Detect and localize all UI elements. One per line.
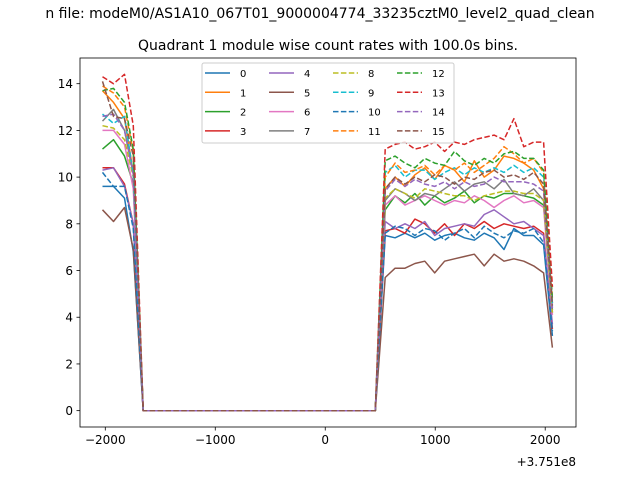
legend-label-7: 7: [304, 127, 310, 138]
legend-label-14: 14: [432, 108, 445, 119]
legend-label-10: 10: [368, 108, 381, 119]
x-tick-label: 2000: [530, 433, 561, 447]
series-line-15: [101, 81, 554, 412]
legend-label-4: 4: [304, 69, 310, 80]
y-tick-label: 8: [65, 217, 73, 231]
legend-label-2: 2: [240, 108, 246, 119]
x-tick-label: 1000: [420, 433, 451, 447]
y-tick-label: 14: [58, 77, 73, 91]
x-tick-label: −2000: [85, 433, 126, 447]
legend-label-15: 15: [432, 127, 445, 138]
y-tick-label: 0: [65, 404, 73, 418]
x-offset-label: +3.751e8: [517, 455, 576, 469]
series-line-14: [102, 113, 554, 412]
legend-label-11: 11: [368, 127, 381, 138]
legend-label-13: 13: [432, 88, 445, 99]
y-axis: 0 2 4 6 8 10 12 14: [58, 77, 80, 418]
x-axis: −2000 −1000 0 1000 2000: [85, 427, 560, 447]
series-line-11: [102, 85, 554, 412]
chart-title: Quadrant 1 module wise count rates with …: [138, 38, 518, 54]
y-tick-label: 10: [58, 171, 73, 185]
y-tick-label: 12: [58, 124, 73, 138]
legend-label-12: 12: [432, 69, 445, 80]
legend-label-1: 1: [240, 88, 246, 99]
y-tick-label: 6: [65, 264, 73, 278]
legend-label-5: 5: [304, 88, 310, 99]
legend-label-3: 3: [240, 127, 246, 138]
legend-label-8: 8: [368, 69, 374, 80]
legend-label-9: 9: [368, 88, 374, 99]
x-tick-label: −1000: [195, 433, 236, 447]
axes-frame: [79, 57, 577, 428]
y-tick-label: 2: [65, 357, 73, 371]
legend-label-6: 6: [304, 108, 310, 119]
x-tick-label: 0: [321, 433, 329, 447]
series-layer: [101, 73, 554, 412]
legend-label-0: 0: [240, 69, 246, 80]
y-tick-label: 4: [65, 311, 73, 325]
figure-suptitle: n file: modeM0/AS1A10_067T01_9000004774_…: [45, 6, 594, 22]
legend-frame: [201, 62, 455, 144]
